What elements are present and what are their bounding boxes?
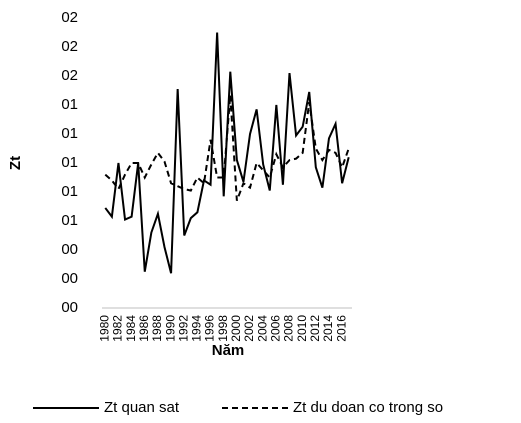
y-tick-label: 02 (61, 67, 78, 84)
x-tick-label: 2006 (269, 315, 283, 342)
y-tick-label: 00 (61, 241, 78, 258)
series-line (104, 32, 350, 274)
x-tick-label: 1992 (176, 315, 190, 342)
x-tick-label: 1986 (137, 315, 151, 342)
y-tick-label: 02 (61, 38, 78, 55)
x-tick-label: 1998 (216, 315, 230, 342)
y-tick-label: 01 (61, 212, 78, 229)
x-tick-label: 1982 (111, 315, 125, 342)
x-tick-label: 1980 (97, 315, 111, 342)
x-tick-label: 1988 (150, 315, 164, 342)
legend-label: Zt quan sat (104, 399, 180, 416)
x-tick-label: 2014 (321, 315, 335, 342)
y-tick-label: 01 (61, 125, 78, 142)
x-tick-label: 2002 (242, 315, 256, 342)
x-tick-label: 1984 (124, 315, 138, 342)
x-tick-label: 1996 (203, 315, 217, 342)
y-tick-label: 00 (61, 270, 78, 287)
y-tick-label: 02 (61, 9, 78, 26)
y-axis-label: Zt (7, 156, 24, 170)
x-tick-label: 2010 (295, 315, 309, 342)
x-tick-label: 2008 (282, 315, 296, 342)
x-tick-label: 1994 (190, 315, 204, 342)
y-tick-label: 01 (61, 154, 78, 171)
x-axis-label: Năm (212, 342, 245, 359)
x-tick-label: 2000 (229, 315, 243, 342)
y-tick-label: 00 (61, 299, 78, 316)
x-tick-label: 1990 (163, 315, 177, 342)
x-tick-label: 2016 (334, 315, 348, 342)
x-tick-label: 2004 (255, 315, 269, 342)
y-tick-label: 01 (61, 183, 78, 200)
x-tick-label: 2012 (308, 315, 322, 342)
legend-label: Zt du doan co trong so (293, 399, 443, 416)
series-line (104, 94, 350, 202)
y-tick-label: 01 (61, 96, 78, 113)
